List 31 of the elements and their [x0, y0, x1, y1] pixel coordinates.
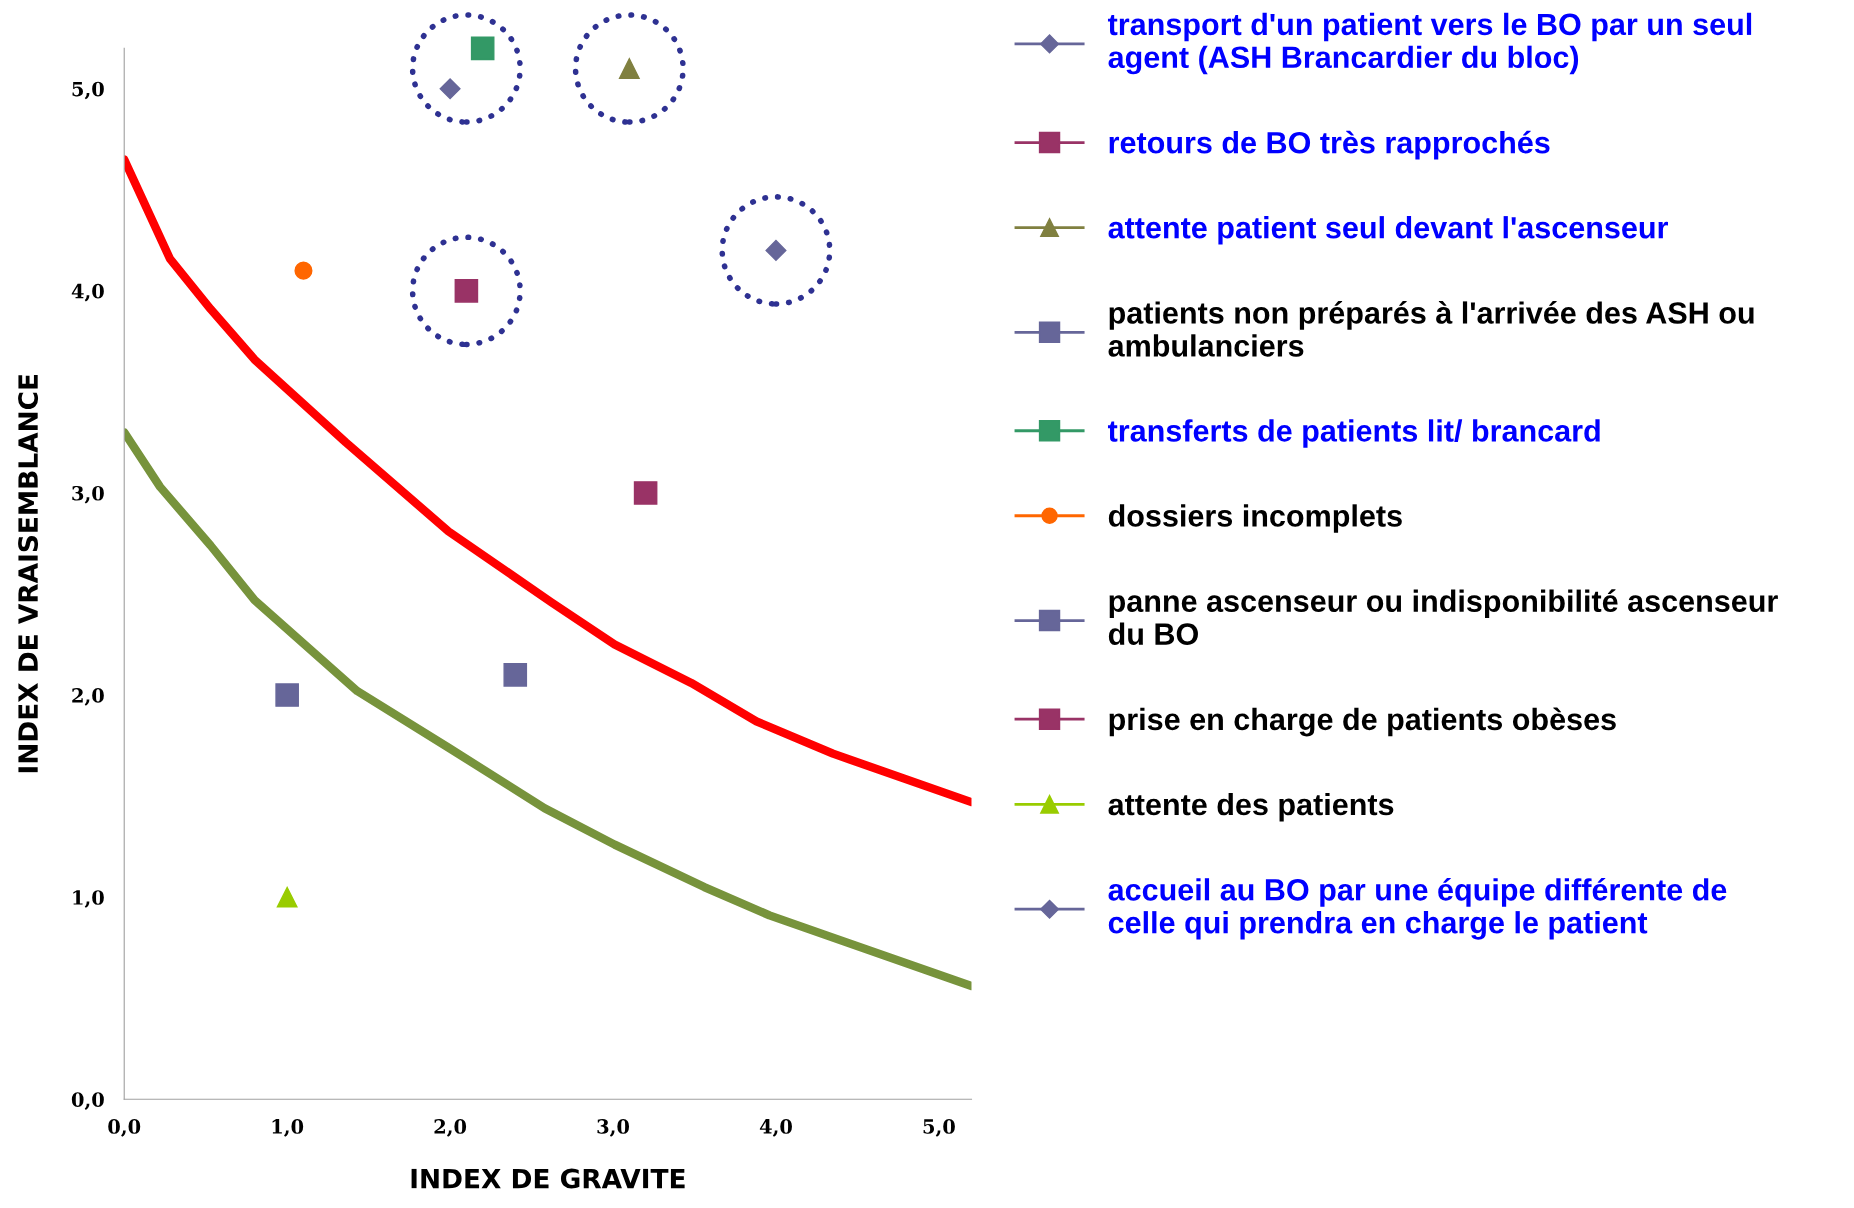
x-tick-label: 2,0 — [434, 1119, 467, 1137]
x-tick-label: 0,0 — [108, 1119, 141, 1137]
x-tick-label: 5,0 — [923, 1119, 955, 1137]
legend-label: attente des patients — [1108, 792, 1394, 822]
point — [439, 78, 461, 100]
x-tick-label: 3,0 — [597, 1119, 630, 1137]
point — [470, 36, 495, 61]
y-tick-label: 5,0 — [72, 81, 104, 100]
legend-label: dossiers incomplets — [1108, 504, 1402, 533]
y-tick-label: 4,0 — [71, 283, 104, 302]
y-tick-label: 0,0 — [71, 1092, 104, 1110]
point — [276, 886, 298, 908]
x-axis-title: INDEX DE GRAVITE — [411, 1168, 685, 1189]
point — [633, 481, 658, 505]
point — [275, 683, 299, 707]
point — [503, 663, 528, 687]
legend-label: panne ascenseur ou indisponibilité ascenseur du BO — [1108, 589, 1778, 645]
legend-label: prise en charge de patients obèses — [1109, 707, 1616, 737]
legend-label: transferts de patients lit/ brancard — [1107, 419, 1600, 448]
legend-label: attente patient seul devant l'ascenseur — [1108, 216, 1668, 245]
y-tick-label: 3,0 — [72, 485, 104, 504]
legend-label: transport d'un patient vers le BO par un seul agent (ASH Brancardier du bloc) — [1107, 12, 1752, 75]
y-axis-title: INDEX DE VRAISEMBLANCE — [18, 374, 39, 773]
x-tick-label: 1,0 — [272, 1119, 304, 1137]
legend-label: retours de BO très rapprochés — [1109, 130, 1550, 160]
point — [294, 261, 313, 280]
legend-label: patients non préparés à l'arrivée des ASH ou ambulanciers — [1108, 301, 1754, 357]
legend-label: accueil au BO par une équipe différente de celle qui prendra en charge le patient — [1108, 877, 1727, 940]
x-tick-label: 4,0 — [759, 1119, 792, 1137]
y-tick-label: 1,0 — [73, 890, 104, 908]
y-tick-label: 2,0 — [72, 688, 104, 706]
